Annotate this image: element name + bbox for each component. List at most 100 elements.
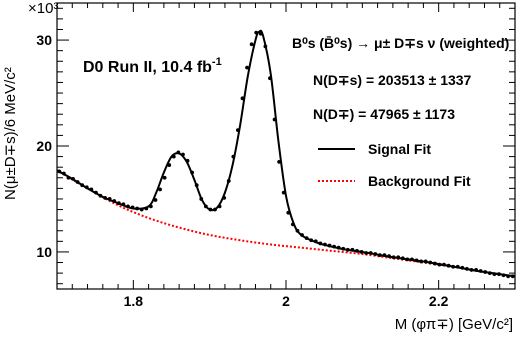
data-point	[437, 262, 442, 267]
data-point	[295, 228, 300, 233]
data-point	[442, 262, 446, 267]
data-point	[148, 204, 153, 209]
y-tick-label: 20	[36, 138, 52, 154]
data-point	[185, 158, 190, 163]
data-point	[240, 96, 245, 101]
data-point	[382, 253, 387, 257]
data-point	[144, 206, 149, 211]
series-layer	[56, 29, 516, 279]
y-axis-exponent: ×10³	[28, 0, 58, 17]
legend-signal-label: Signal Fit	[368, 141, 431, 157]
data-point	[249, 42, 254, 47]
data-point	[139, 207, 144, 212]
data-point	[208, 207, 213, 212]
data-point	[290, 222, 295, 227]
data-point	[410, 257, 414, 262]
data-point	[268, 76, 272, 81]
legend: Signal Fit Background Fit	[318, 141, 471, 189]
data-point	[304, 236, 309, 241]
x-tick-label: 1.8	[124, 293, 144, 309]
data-point	[116, 201, 121, 206]
data-point	[428, 260, 433, 265]
data-point	[199, 197, 204, 201]
x-axis-title: M (φπ∓) [GeV/c²]	[395, 316, 513, 333]
data-point	[103, 196, 107, 200]
data-point	[121, 202, 126, 207]
data-point	[465, 266, 469, 271]
data-point	[80, 183, 85, 188]
data-point	[98, 193, 103, 198]
data-point	[190, 170, 195, 175]
data-point	[318, 241, 323, 246]
data-point	[341, 246, 346, 251]
data-point	[176, 150, 181, 155]
data-point	[126, 204, 130, 209]
data-point	[75, 180, 80, 184]
experiment-label-sup: -1	[212, 56, 222, 68]
data-point	[162, 175, 167, 180]
data-point	[478, 269, 483, 273]
data-point	[355, 248, 359, 253]
data-point	[432, 261, 437, 266]
data-point	[506, 274, 511, 279]
data-point	[194, 183, 199, 188]
data-point	[263, 44, 268, 49]
y-tick-label: 10	[36, 244, 52, 260]
data-point	[135, 206, 140, 211]
data-point	[89, 187, 94, 192]
data-point	[373, 252, 378, 256]
data-point	[327, 243, 332, 248]
data-point	[455, 264, 460, 269]
data-point	[245, 65, 249, 70]
data-point	[286, 210, 291, 215]
decay-mode-label: B⁰s (B̄⁰s) → μ± D∓s ν (weighted)	[292, 34, 509, 51]
data-point	[377, 253, 382, 257]
data-point	[277, 159, 282, 164]
data-point	[213, 207, 217, 212]
data-point	[368, 251, 373, 255]
data-point	[57, 169, 62, 174]
data-point	[258, 31, 263, 36]
data-point	[336, 245, 341, 250]
data-point	[391, 255, 396, 260]
data-point	[309, 238, 314, 243]
data-point	[396, 255, 401, 260]
data-point	[181, 152, 185, 157]
data-point	[387, 254, 391, 259]
data-point	[158, 187, 162, 192]
data-point	[419, 259, 424, 264]
data-point	[359, 250, 364, 254]
x-tick-label: 2	[282, 293, 290, 309]
data-point	[323, 242, 327, 247]
data-point	[281, 190, 286, 195]
data-point	[487, 271, 492, 276]
data-point	[153, 198, 158, 202]
data-point	[414, 258, 419, 263]
data-point	[231, 154, 236, 159]
data-point	[130, 205, 135, 210]
data-point	[203, 204, 208, 209]
data-point	[222, 196, 227, 200]
data-point	[254, 30, 259, 35]
data-point	[400, 256, 405, 261]
y-tick-label: 30	[36, 32, 52, 48]
data-point	[236, 128, 240, 133]
legend-background-label: Background Fit	[368, 173, 471, 189]
data-point	[350, 247, 355, 252]
y-axis-title: N(μ±D∓s)/6 MeV/c²	[2, 67, 19, 200]
data-point	[71, 176, 75, 181]
data-point	[469, 268, 474, 272]
d-yield-label: N(D∓) = 47965 ± 1173	[313, 106, 455, 122]
data-point	[84, 185, 89, 190]
data-point	[492, 272, 497, 277]
data-point	[483, 270, 488, 274]
data-point	[94, 190, 98, 195]
data-point	[272, 117, 277, 122]
data-point	[460, 265, 465, 270]
data-point	[300, 233, 304, 237]
data-point	[66, 175, 71, 180]
data-point	[313, 239, 318, 244]
data-point	[332, 244, 336, 249]
data-point	[497, 272, 501, 277]
